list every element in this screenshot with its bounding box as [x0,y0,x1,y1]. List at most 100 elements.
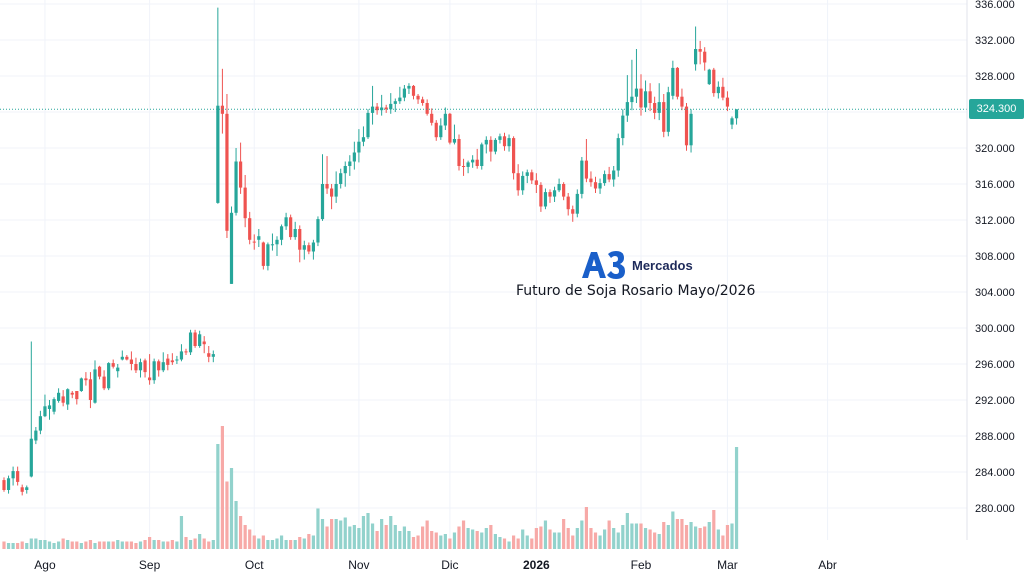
candle [630,59,634,111]
volume-bar [539,526,543,549]
candle [25,485,29,494]
candle [612,166,616,187]
candle-body [239,161,243,188]
candle-body [47,405,52,409]
volume-bar [70,541,74,549]
volume-bar [653,532,657,549]
candle [339,168,343,189]
volume-bar [552,532,557,549]
candle [621,109,625,146]
candle-body [25,487,29,490]
volume-bar [512,535,516,549]
volume-bar [357,528,361,549]
x-tick-label: Mar [717,558,738,572]
volume-bar [584,507,588,549]
candle-body [366,112,370,138]
volume-bar [352,525,356,549]
candle [302,240,306,260]
candle-body [557,184,561,191]
time-axis[interactable]: Ago Sep Oct Nov Dic 2026 Feb Mar Abr [34,558,837,572]
candle [261,241,265,270]
candle [557,178,561,193]
candle-body [75,391,79,400]
candle [562,182,566,201]
candle-body [593,182,598,189]
candle-body [211,354,215,357]
candle [143,358,147,378]
price-axis[interactable]: 336.000332.000328.000324.000320.000316.0… [975,0,1015,515]
candle-body [257,236,261,240]
candle [88,372,93,409]
volume-bar [120,541,124,549]
candle [193,329,197,348]
candle [334,171,338,203]
candle [616,133,620,177]
candle-body [566,196,570,210]
volume-bar [11,543,15,549]
volume-bar [220,426,224,549]
candle [138,358,143,378]
candle [47,400,52,420]
volume-bar [261,535,265,549]
volume-bar [184,537,188,549]
volume-bar [680,519,684,549]
volume-bar [575,528,579,549]
candle [684,103,689,151]
candle-body [348,161,352,166]
candle [184,348,188,355]
x-tick-label: Feb [631,558,652,572]
candle-body [498,136,502,140]
volume-bar [193,538,197,549]
candle-body [675,67,679,97]
candle [507,134,511,152]
candle [675,67,679,100]
candle [411,85,416,100]
candle [457,134,461,171]
volume-bar [257,538,261,549]
volume-bar [293,540,297,549]
candle-body [421,99,425,103]
candle-body [534,180,538,185]
volume-bar [725,525,730,549]
candle-body [598,183,602,189]
candle-body [252,241,256,243]
candle-body [188,332,193,353]
candle [480,142,484,170]
candle-body [61,396,65,403]
x-tick-label: Nov [348,558,369,572]
volume-bar [648,529,652,549]
candle-body [580,160,584,194]
volume-bar [393,525,397,549]
candle [443,107,447,130]
y-tick-label: 304.000 [975,287,1015,299]
volume-bar [616,532,620,549]
candle-body [138,362,143,371]
candle-body [662,102,666,132]
candle [93,360,97,404]
y-tick-label: 288.000 [975,431,1015,443]
volume-bar [289,540,293,549]
candle-body [34,430,38,441]
volume-bar [20,541,24,549]
volume-bar [188,540,193,549]
candle [325,156,329,194]
candle-body [289,217,293,238]
candle-body [343,166,347,174]
candle [29,341,33,478]
volume-bar [662,522,666,549]
volume-bar [502,538,507,549]
candle-body [20,487,24,492]
candle [370,85,375,125]
candle-body [653,103,657,113]
volume-bar [707,522,711,549]
candle-body [575,193,579,214]
candle [257,229,261,247]
candle-body [680,96,684,107]
candle-body [116,367,120,372]
volume-bar [734,447,739,549]
candle-body [430,113,434,123]
candle [293,221,297,240]
volume-bar [593,532,598,549]
candle [525,169,529,184]
